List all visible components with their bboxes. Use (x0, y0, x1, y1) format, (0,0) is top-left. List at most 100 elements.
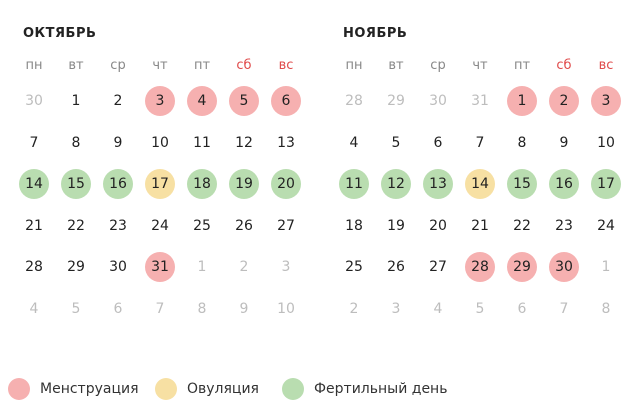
weekday-label: вт (68, 57, 84, 73)
day-cell-fertile[interactable]: 20 (265, 163, 307, 205)
day-cell-fertile[interactable]: 15 (501, 163, 543, 205)
day-cell[interactable]: 3 (265, 246, 307, 288)
day-cell-fertile[interactable]: 19 (223, 163, 265, 205)
day-number: 30 (25, 93, 43, 109)
day-number: 1 (507, 86, 537, 116)
day-cell[interactable]: 8 (181, 288, 223, 330)
day-cell-menstruation[interactable]: 2 (543, 80, 585, 122)
day-cell[interactable]: 18 (333, 205, 375, 247)
weekday-label: пн (25, 57, 43, 73)
day-cell-menstruation[interactable]: 30 (543, 246, 585, 288)
day-cell[interactable]: 30 (417, 80, 459, 122)
day-cell[interactable]: 20 (417, 205, 459, 247)
day-cell-fertile[interactable]: 16 (97, 163, 139, 205)
day-cell[interactable]: 29 (55, 246, 97, 288)
day-cell-fertile[interactable]: 17 (585, 163, 627, 205)
day-cell[interactable]: 1 (55, 80, 97, 122)
day-cell-menstruation[interactable]: 3 (585, 80, 627, 122)
day-cell[interactable]: 5 (375, 122, 417, 164)
day-cell-menstruation[interactable]: 29 (501, 246, 543, 288)
day-cell[interactable]: 21 (459, 205, 501, 247)
day-cell[interactable]: 6 (501, 288, 543, 330)
day-cell[interactable]: 26 (375, 246, 417, 288)
day-number: 6 (271, 86, 301, 116)
day-cell[interactable]: 6 (417, 122, 459, 164)
day-cell[interactable]: 7 (459, 122, 501, 164)
day-cell[interactable]: 4 (333, 122, 375, 164)
day-cell[interactable]: 24 (139, 205, 181, 247)
day-cell[interactable]: 7 (543, 288, 585, 330)
day-cell-ovulation[interactable]: 14 (459, 163, 501, 205)
day-cell[interactable]: 3 (375, 288, 417, 330)
day-cell-fertile[interactable]: 11 (333, 163, 375, 205)
day-cell-fertile[interactable]: 12 (375, 163, 417, 205)
day-cell[interactable]: 23 (543, 205, 585, 247)
day-cell[interactable]: 12 (223, 122, 265, 164)
day-cell[interactable]: 23 (97, 205, 139, 247)
day-cell[interactable]: 7 (13, 122, 55, 164)
day-number: 17 (145, 169, 175, 199)
day-cell[interactable]: 21 (13, 205, 55, 247)
day-cell[interactable]: 1 (181, 246, 223, 288)
day-cell[interactable]: 28 (333, 80, 375, 122)
day-cell[interactable]: 22 (501, 205, 543, 247)
day-cell[interactable]: 2 (333, 288, 375, 330)
day-cell[interactable]: 19 (375, 205, 417, 247)
day-cell[interactable]: 25 (333, 246, 375, 288)
day-cell[interactable]: 2 (97, 80, 139, 122)
day-number: 30 (429, 93, 447, 109)
legend-label: Овуляция (187, 381, 259, 397)
day-cell[interactable]: 30 (13, 80, 55, 122)
day-cell[interactable]: 30 (97, 246, 139, 288)
day-cell[interactable]: 10 (139, 122, 181, 164)
day-cell-fertile[interactable]: 15 (55, 163, 97, 205)
day-cell[interactable]: 13 (265, 122, 307, 164)
day-cell[interactable]: 5 (55, 288, 97, 330)
day-number: 23 (555, 217, 573, 234)
day-cell[interactable]: 5 (459, 288, 501, 330)
day-cell-menstruation[interactable]: 3 (139, 80, 181, 122)
day-number: 27 (429, 259, 447, 275)
day-cell[interactable]: 25 (181, 205, 223, 247)
day-cell[interactable]: 10 (585, 122, 627, 164)
day-cell[interactable]: 9 (543, 122, 585, 164)
day-cell-menstruation[interactable]: 5 (223, 80, 265, 122)
day-cell[interactable]: 2 (223, 246, 265, 288)
day-cell[interactable]: 22 (55, 205, 97, 247)
day-cell-menstruation[interactable]: 28 (459, 246, 501, 288)
day-cell-menstruation[interactable]: 1 (501, 80, 543, 122)
day-cell-menstruation[interactable]: 4 (181, 80, 223, 122)
day-number: 6 (433, 134, 443, 151)
day-cell-menstruation[interactable]: 31 (139, 246, 181, 288)
day-number: 3 (281, 259, 291, 275)
day-cell[interactable]: 10 (265, 288, 307, 330)
day-cell[interactable]: 9 (223, 288, 265, 330)
day-cell[interactable]: 9 (97, 122, 139, 164)
day-cell[interactable]: 11 (181, 122, 223, 164)
day-cell-ovulation[interactable]: 17 (139, 163, 181, 205)
day-cell[interactable]: 27 (417, 246, 459, 288)
day-cell[interactable]: 7 (139, 288, 181, 330)
day-number: 26 (235, 217, 253, 234)
day-cell[interactable]: 28 (13, 246, 55, 288)
day-cell[interactable]: 6 (97, 288, 139, 330)
day-cell[interactable]: 1 (585, 246, 627, 288)
day-cell[interactable]: 26 (223, 205, 265, 247)
day-cell-fertile[interactable]: 18 (181, 163, 223, 205)
day-number: 28 (25, 259, 43, 275)
day-cell[interactable]: 4 (417, 288, 459, 330)
day-cell-menstruation[interactable]: 6 (265, 80, 307, 122)
day-cell[interactable]: 8 (501, 122, 543, 164)
day-cell-fertile[interactable]: 14 (13, 163, 55, 205)
day-cell[interactable]: 31 (459, 80, 501, 122)
day-cell[interactable]: 4 (13, 288, 55, 330)
weekday-label: ср (430, 57, 446, 73)
day-number: 8 (197, 300, 207, 317)
day-cell[interactable]: 8 (585, 288, 627, 330)
day-cell-fertile[interactable]: 13 (417, 163, 459, 205)
day-cell[interactable]: 24 (585, 205, 627, 247)
day-cell[interactable]: 8 (55, 122, 97, 164)
day-cell[interactable]: 29 (375, 80, 417, 122)
day-cell-fertile[interactable]: 16 (543, 163, 585, 205)
day-cell[interactable]: 27 (265, 205, 307, 247)
